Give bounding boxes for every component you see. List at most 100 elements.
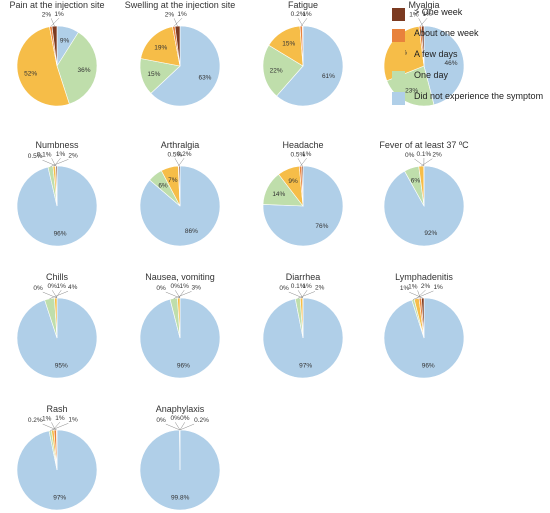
legend-swatch (392, 29, 405, 42)
pie-slice-one-day (262, 44, 304, 97)
legend-item-none: Did not experience the symptom (392, 90, 550, 111)
pie-title: Lymphadenitis (395, 272, 453, 282)
leader-line (42, 159, 57, 167)
leader-line (178, 158, 185, 167)
pie-slice-few-days (140, 26, 181, 67)
data-label: 96% (422, 362, 435, 369)
data-label: 46% (444, 60, 457, 67)
leader-line (51, 158, 56, 167)
legend-swatch (392, 8, 405, 21)
data-label: 2% (68, 152, 78, 159)
data-label: 96% (177, 362, 190, 369)
pie-title: Numbness (35, 140, 79, 150)
data-label: 2% (421, 283, 431, 290)
data-label: 23% (405, 88, 418, 95)
data-label: 0% (171, 283, 181, 290)
data-label: 0% (279, 285, 289, 292)
data-label: 15% (282, 40, 295, 47)
data-label: 22% (270, 68, 283, 75)
leader-line (42, 291, 58, 299)
data-label: 6% (158, 182, 168, 189)
data-label: 9% (288, 178, 298, 185)
pie-title: Diarrhea (286, 272, 321, 282)
legend-label: One day (414, 70, 449, 80)
data-label: 1% (422, 11, 432, 18)
data-label: 76% (315, 223, 328, 230)
leader-line (54, 157, 61, 167)
data-label: 1% (302, 11, 312, 18)
leader-line (297, 18, 303, 27)
leader-line (55, 290, 62, 299)
data-label: 1% (54, 11, 64, 18)
pie-chart: Fatigue 61% 22% 15% 1%0.2% (262, 0, 344, 107)
data-label: 63% (198, 74, 211, 81)
leader-line (179, 422, 186, 431)
leader-line (50, 18, 55, 27)
pie-title: Rash (46, 404, 67, 414)
leader-line (174, 290, 181, 299)
pie-title: Swelling at the injection site (125, 0, 236, 10)
leader-line (297, 291, 316, 299)
data-label: 0% (33, 285, 43, 292)
pie-chart: Numbness 96% 2%1% 0.1%0.5% (16, 140, 98, 247)
data-label: 0.5% (28, 153, 43, 160)
leader-line (50, 159, 69, 167)
data-label: 61% (322, 73, 335, 80)
data-label: 0.5% (291, 151, 306, 158)
data-label: 9% (60, 37, 70, 44)
leader-line (174, 422, 181, 431)
data-label: 2% (432, 152, 442, 159)
data-label: 14% (272, 191, 285, 198)
leader-line (178, 290, 185, 299)
pie-chart: Fever of at least 37 ºC 92% 6% 2%0.1%0% (379, 140, 469, 247)
leader-line (297, 158, 303, 167)
data-label: 0.1% (291, 283, 306, 290)
data-label: 2% (42, 11, 52, 18)
data-label: 1% (180, 283, 190, 290)
pie-slice-few-days (16, 26, 70, 107)
leader-line (418, 18, 423, 27)
pie-slice-none (423, 25, 465, 106)
leader-line (409, 291, 423, 299)
pie-title: Arthralgia (161, 140, 200, 150)
leader-line (173, 18, 178, 27)
data-label: 0% (48, 283, 58, 290)
data-label: 97% (299, 363, 312, 370)
legend-item-about-week: About one week (392, 27, 550, 48)
pie-title: Headache (282, 140, 323, 150)
pie-title: Nausea, vomiting (145, 272, 215, 282)
legend-label: About one week (414, 28, 479, 38)
data-label: 0.1% (417, 151, 432, 158)
pie-title: Chills (46, 272, 69, 282)
data-label: 0% (171, 415, 181, 422)
data-label: 1% (409, 11, 419, 18)
data-label: 1% (302, 151, 312, 158)
data-label: 19% (154, 44, 167, 51)
data-label: 1% (56, 151, 66, 158)
pie-slice-none (150, 25, 221, 107)
pie-slice-gt-week (301, 165, 304, 207)
data-label: 0% (156, 285, 166, 292)
data-label: 0.1% (37, 151, 52, 158)
data-label: 6% (411, 178, 421, 185)
leader-line (173, 17, 183, 27)
leader-line (300, 157, 307, 167)
data-label: 7% (168, 177, 178, 184)
leader-line (50, 423, 69, 431)
data-label: 1% (57, 283, 67, 290)
leader-line (173, 291, 192, 299)
data-label: 2% (165, 11, 175, 18)
pie-chart: Pain at the injection site 9% 36% 52% 1%2% (9, 0, 105, 107)
leader-line (165, 423, 181, 431)
pie-title: Fever of at least 37 ºC (379, 140, 469, 150)
leader-line (179, 423, 195, 431)
leader-line (412, 290, 434, 300)
data-label: 1% (400, 285, 410, 292)
data-label: 0% (405, 152, 415, 159)
legend-item-one-day: One day (392, 69, 550, 90)
leader-line (50, 17, 60, 27)
data-label: 52% (24, 70, 37, 77)
